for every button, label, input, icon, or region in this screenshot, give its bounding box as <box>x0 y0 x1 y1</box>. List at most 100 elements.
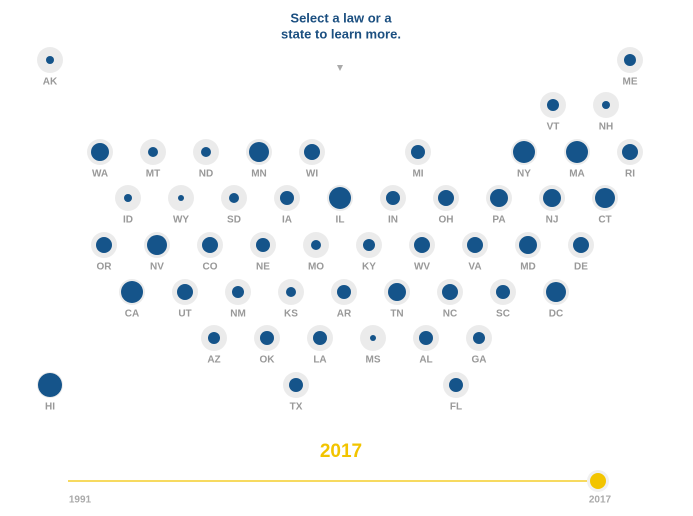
state-label: DC <box>549 309 563 320</box>
state-dot[interactable] <box>490 189 508 207</box>
state-label: IN <box>388 215 398 226</box>
state-dot[interactable] <box>178 195 184 201</box>
state-label: WV <box>414 262 430 273</box>
state-label: ND <box>199 169 213 180</box>
state-label: SD <box>227 215 241 226</box>
state-label: MN <box>251 169 267 180</box>
state-dot[interactable] <box>232 286 244 298</box>
state-label: AZ <box>207 355 220 366</box>
state-label: MI <box>412 169 423 180</box>
state-dot[interactable] <box>513 141 535 163</box>
state-label: MT <box>146 169 160 180</box>
slider-min: 1991 <box>69 495 92 506</box>
state-dot[interactable] <box>573 237 589 253</box>
state-label: TX <box>290 402 303 413</box>
state-dot[interactable] <box>547 99 559 111</box>
state-label: OK <box>260 355 276 366</box>
state-dot[interactable] <box>388 283 406 301</box>
slider-max: 2017 <box>589 495 612 506</box>
state-label: CA <box>125 309 139 320</box>
state-dot[interactable] <box>202 237 218 253</box>
state-dot[interactable] <box>411 145 425 159</box>
prompt: Select a law or a <box>290 10 392 25</box>
state-label: UT <box>178 309 191 320</box>
state-dot[interactable] <box>370 335 376 341</box>
state-dot[interactable] <box>286 287 296 297</box>
slider-handle[interactable] <box>590 473 606 489</box>
state-dot[interactable] <box>622 144 638 160</box>
state-label: SC <box>496 309 510 320</box>
state-label: GA <box>472 355 487 366</box>
state-label: CO <box>203 262 218 273</box>
state-dot[interactable] <box>496 285 510 299</box>
state-dot[interactable] <box>256 238 270 252</box>
state-label: DE <box>574 262 588 273</box>
state-label: LA <box>313 355 326 366</box>
state-dot[interactable] <box>249 142 269 162</box>
state-dot[interactable] <box>473 332 485 344</box>
state-dot[interactable] <box>38 373 62 397</box>
state-dot[interactable] <box>121 281 143 303</box>
state-dot[interactable] <box>208 332 220 344</box>
state-dot[interactable] <box>363 239 375 251</box>
state-dot[interactable] <box>624 54 636 66</box>
state-dot[interactable] <box>438 190 454 206</box>
prompt: state to learn more. <box>281 26 401 41</box>
state-dot[interactable] <box>546 282 566 302</box>
state-label: WY <box>173 215 189 226</box>
state-dot[interactable] <box>280 191 294 205</box>
state-label: NY <box>517 169 531 180</box>
state-dot[interactable] <box>46 56 54 64</box>
state-dot[interactable] <box>519 236 537 254</box>
state-dot[interactable] <box>177 284 193 300</box>
state-dot[interactable] <box>311 240 321 250</box>
state-label: NH <box>599 122 613 133</box>
state-label: TN <box>390 309 403 320</box>
state-label: MD <box>520 262 536 273</box>
state-dot[interactable] <box>337 285 351 299</box>
state-label: MO <box>308 262 324 273</box>
state-dot[interactable] <box>467 237 483 253</box>
state-label: AK <box>43 77 58 88</box>
state-label: IA <box>282 215 292 226</box>
state-label: CT <box>598 215 611 226</box>
state-label: RI <box>625 169 635 180</box>
state-label: WI <box>306 169 318 180</box>
state-dot[interactable] <box>386 191 400 205</box>
state-label: NE <box>256 262 270 273</box>
state-dot[interactable] <box>304 144 320 160</box>
state-dot[interactable] <box>289 378 303 392</box>
state-dot[interactable] <box>147 235 167 255</box>
state-label: FL <box>450 402 462 413</box>
state-label: MA <box>569 169 585 180</box>
state-label: PA <box>492 215 505 226</box>
state-dot[interactable] <box>566 141 588 163</box>
state-dot[interactable] <box>96 237 112 253</box>
state-dot[interactable] <box>148 147 158 157</box>
state-dot[interactable] <box>449 378 463 392</box>
state-label: IL <box>336 215 345 226</box>
state-dot[interactable] <box>201 147 211 157</box>
state-label: KY <box>362 262 376 273</box>
state-label: NM <box>230 309 246 320</box>
state-dot[interactable] <box>419 331 433 345</box>
state-dot[interactable] <box>329 187 351 209</box>
state-dot[interactable] <box>313 331 327 345</box>
year-label: 2017 <box>320 441 362 462</box>
state-label: HI <box>45 402 55 413</box>
state-label: NC <box>443 309 457 320</box>
state-label: MS <box>366 355 381 366</box>
state-label: VA <box>468 262 481 273</box>
state-dot[interactable] <box>442 284 458 300</box>
state-dot[interactable] <box>229 193 239 203</box>
state-dot[interactable] <box>602 101 610 109</box>
state-dot[interactable] <box>91 143 109 161</box>
state-dot[interactable] <box>543 189 561 207</box>
state-dot[interactable] <box>414 237 430 253</box>
state-dot[interactable] <box>260 331 274 345</box>
state-label: ID <box>123 215 133 226</box>
state-label: OH <box>439 215 454 226</box>
state-dot[interactable] <box>124 194 132 202</box>
state-dot[interactable] <box>595 188 615 208</box>
state-label: OR <box>97 262 113 273</box>
